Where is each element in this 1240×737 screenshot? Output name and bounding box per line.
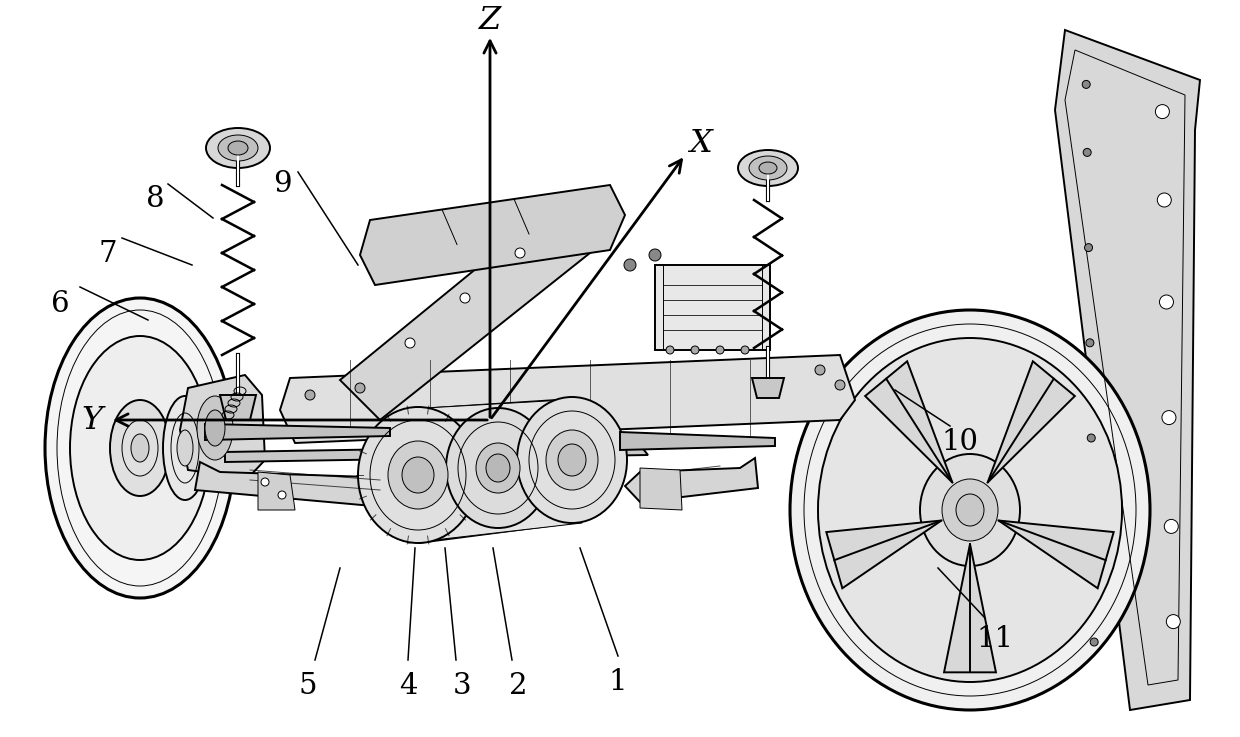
Text: 3: 3 [453,672,471,700]
Text: 5: 5 [299,672,317,700]
Polygon shape [944,544,996,672]
Ellipse shape [1156,105,1169,119]
Polygon shape [620,432,775,450]
Ellipse shape [197,396,233,460]
Polygon shape [826,520,941,588]
Polygon shape [1055,30,1200,710]
Polygon shape [224,445,649,462]
Polygon shape [640,468,682,510]
Ellipse shape [110,400,170,496]
Ellipse shape [177,430,193,466]
Ellipse shape [446,408,551,528]
Ellipse shape [460,293,470,303]
Ellipse shape [517,397,627,523]
Ellipse shape [218,135,258,161]
Ellipse shape [355,383,365,393]
Ellipse shape [1167,615,1180,629]
Ellipse shape [691,346,699,354]
Polygon shape [205,424,391,440]
Polygon shape [360,185,625,285]
Ellipse shape [45,298,236,598]
Text: Y: Y [82,405,103,436]
Ellipse shape [1157,193,1172,207]
Ellipse shape [546,430,598,490]
Ellipse shape [69,336,210,560]
Text: 4: 4 [399,672,417,700]
Ellipse shape [1086,339,1094,347]
Ellipse shape [759,162,777,174]
Ellipse shape [715,346,724,354]
Bar [655,265,770,350]
Polygon shape [625,458,758,502]
Ellipse shape [815,365,825,375]
Text: 8: 8 [145,185,165,213]
Ellipse shape [1164,520,1178,534]
Polygon shape [987,361,1075,483]
Ellipse shape [835,380,844,390]
Polygon shape [219,395,255,420]
Ellipse shape [1087,434,1095,442]
Ellipse shape [486,454,510,482]
Ellipse shape [1159,295,1173,309]
Polygon shape [751,378,784,398]
Ellipse shape [131,434,149,462]
Polygon shape [408,399,582,543]
Polygon shape [258,472,295,510]
Ellipse shape [278,491,286,499]
Ellipse shape [749,156,787,180]
Ellipse shape [1162,411,1176,425]
Polygon shape [998,520,1114,588]
Ellipse shape [1085,244,1092,251]
Ellipse shape [666,346,675,354]
Ellipse shape [790,310,1149,710]
Ellipse shape [1084,148,1091,156]
Ellipse shape [228,141,248,155]
Ellipse shape [260,478,269,486]
Ellipse shape [738,150,799,186]
Ellipse shape [1090,638,1099,646]
Polygon shape [180,375,265,478]
Polygon shape [340,200,600,420]
Text: Z: Z [479,4,501,35]
Ellipse shape [305,390,315,400]
Ellipse shape [1083,80,1090,88]
Ellipse shape [649,249,661,261]
Ellipse shape [624,259,636,271]
Ellipse shape [162,396,207,500]
Ellipse shape [402,457,434,493]
Text: 7: 7 [99,240,118,268]
Text: 11: 11 [977,625,1013,653]
Ellipse shape [818,338,1122,682]
Ellipse shape [205,410,224,446]
Text: X: X [688,128,712,158]
Ellipse shape [1089,536,1096,544]
Ellipse shape [920,454,1021,566]
Ellipse shape [515,248,525,258]
Ellipse shape [206,128,270,168]
Polygon shape [280,355,856,443]
Polygon shape [195,462,415,508]
Text: 6: 6 [51,290,69,318]
Ellipse shape [942,479,998,541]
Ellipse shape [405,338,415,348]
Ellipse shape [742,346,749,354]
Text: 10: 10 [941,428,978,456]
Ellipse shape [358,407,477,543]
Ellipse shape [956,494,985,526]
Ellipse shape [558,444,587,476]
Text: 2: 2 [508,672,527,700]
Polygon shape [866,361,952,483]
Ellipse shape [388,441,448,509]
Text: 9: 9 [273,170,291,198]
Ellipse shape [476,443,520,493]
Text: 1: 1 [609,668,627,696]
